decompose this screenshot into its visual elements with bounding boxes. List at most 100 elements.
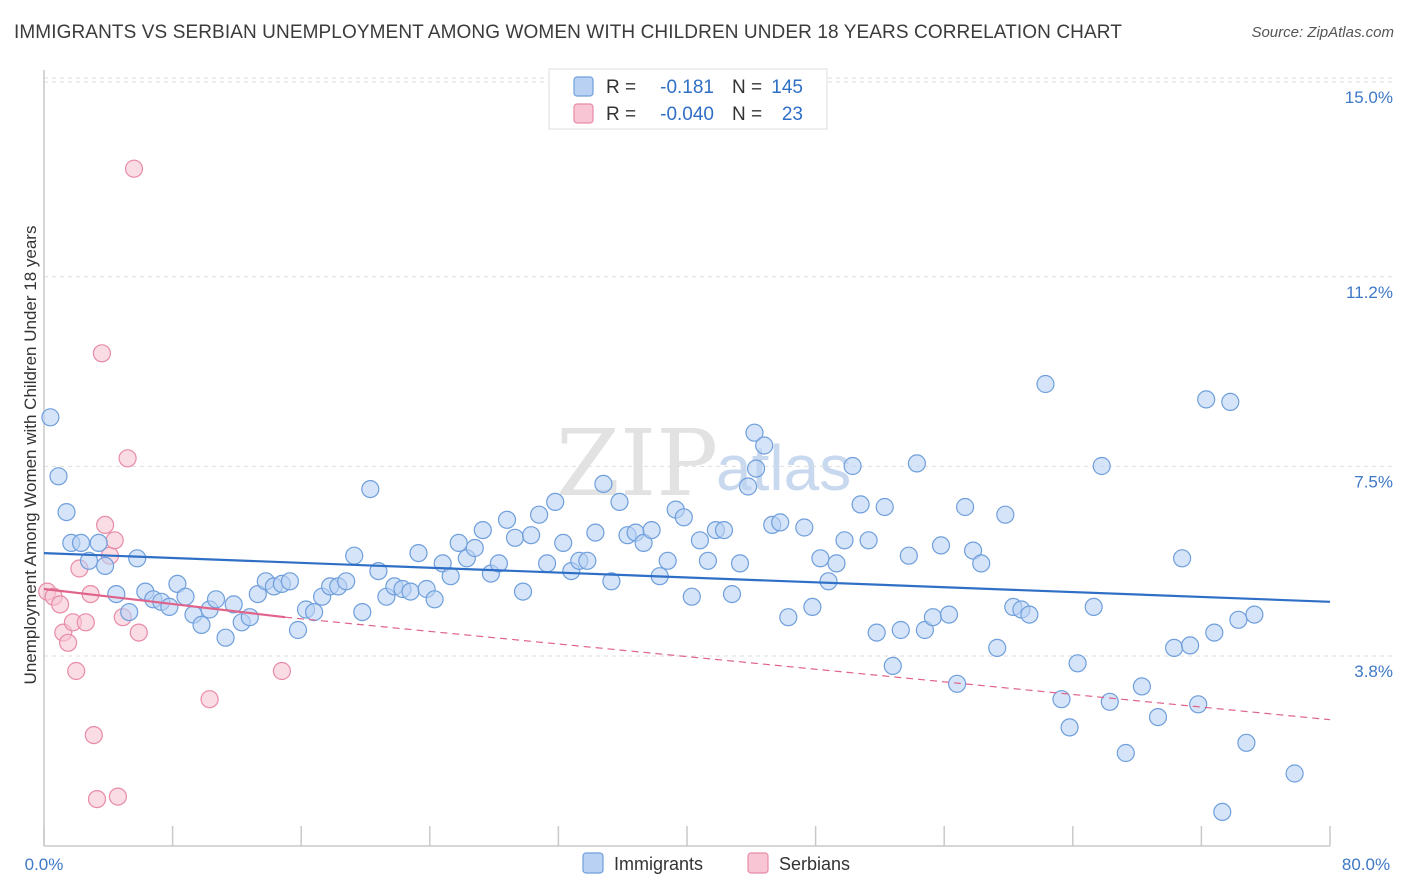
immigrants-point (95, 556, 115, 576)
immigrants-point (610, 492, 629, 511)
immigrants-point (602, 572, 621, 591)
immigrants-point (907, 454, 927, 473)
series-legend: Immigrants Serbians (582, 852, 850, 874)
immigrants-point (441, 567, 460, 586)
serbians-point (95, 515, 115, 535)
y-tick-label: 15.0% (1345, 88, 1393, 107)
serbians-point (50, 595, 70, 614)
immigrants-point (425, 590, 444, 609)
immigrants-point (698, 551, 718, 570)
immigrants-point (931, 536, 951, 555)
immigrants-point (745, 423, 764, 442)
immigrants-point (1020, 605, 1039, 624)
immigrants-point (586, 523, 605, 542)
serbians-point (129, 623, 148, 642)
immigrants-point (835, 531, 854, 550)
immigrants-point (1148, 707, 1168, 727)
immigrants-point (955, 497, 975, 517)
immigrants-point (738, 477, 758, 496)
immigrants-point (176, 587, 195, 606)
immigrants-point (224, 595, 243, 614)
legend-n-value-2: 23 (782, 104, 803, 125)
y-tick-labels: 3.8% 7.5% 11.2% 15.0% (1345, 88, 1393, 681)
immigrants-point (401, 582, 420, 601)
immigrants-point (409, 543, 428, 563)
immigrants-point (1237, 733, 1256, 752)
trend-lines (43, 552, 1331, 721)
immigrants-point (859, 531, 878, 550)
serbians-point (87, 789, 107, 809)
immigrants-point (594, 474, 613, 493)
immigrants-series (41, 374, 1304, 822)
bottom-legend-swatch-serbians (747, 852, 769, 874)
immigrants-point (497, 510, 517, 529)
immigrants-point (690, 531, 710, 550)
immigrants-point (107, 584, 126, 604)
immigrants-point (537, 554, 557, 573)
immigrants-point (1180, 636, 1200, 655)
immigrants-point (843, 456, 862, 476)
immigrants-point (505, 528, 525, 547)
immigrants-point (546, 492, 565, 511)
serbians-trend-line (43, 587, 286, 619)
immigrants-point (674, 508, 693, 527)
immigrants-point (128, 549, 147, 568)
immigrants-point (1197, 390, 1216, 409)
serbians-point (200, 690, 219, 709)
legend-n-label-2: N = (732, 104, 762, 125)
y-axis-label: Unemployment Among Women with Children U… (21, 226, 40, 685)
x-ticks (43, 826, 1331, 846)
immigrants-point (337, 572, 356, 591)
immigrants-point (867, 623, 886, 642)
immigrants-point (771, 513, 790, 532)
serbians-trend-line (285, 616, 1331, 721)
immigrants-point (1084, 597, 1103, 617)
legend-swatch-immigrants (573, 76, 594, 97)
immigrants-point (811, 549, 830, 568)
immigrants-point (120, 602, 139, 622)
immigrants-point (513, 582, 533, 601)
immigrants-point (361, 480, 380, 499)
immigrants-point (1060, 718, 1079, 737)
immigrants-point (827, 554, 846, 573)
immigrants-point (972, 554, 991, 573)
bottom-legend-swatch-immigrants (582, 852, 604, 874)
bottom-legend-immigrants: Immigrants (614, 854, 703, 874)
immigrants-point (1213, 802, 1232, 822)
immigrants-point (714, 520, 734, 540)
immigrants-point (963, 541, 983, 560)
immigrants-point (1052, 690, 1071, 709)
legend-r-label-1: R = (606, 77, 636, 98)
immigrants-point (1092, 456, 1111, 476)
y-tick-label: 3.8% (1354, 662, 1393, 681)
immigrants-point (1164, 638, 1184, 658)
legend-swatch-serbians (573, 103, 594, 124)
immigrants-point (353, 602, 372, 622)
immigrants-point (41, 408, 60, 427)
serbians-point (118, 449, 137, 468)
immigrants-point (988, 638, 1007, 658)
y-tick-label: 7.5% (1354, 472, 1393, 491)
immigrants-point (899, 546, 918, 565)
immigrants-point (1116, 743, 1135, 763)
immigrants-point (947, 674, 967, 693)
immigrants-point (71, 533, 91, 553)
immigrants-point (240, 608, 259, 627)
legend-r-value-2: -0.040 (660, 104, 714, 125)
immigrants-point (1229, 610, 1248, 629)
immigrants-point (803, 597, 822, 617)
serbians-point (105, 531, 124, 550)
immigrants-point (658, 551, 677, 570)
immigrants-point (1245, 605, 1264, 624)
immigrants-point (578, 551, 597, 570)
serbians-point (67, 661, 86, 681)
gridlines (44, 77, 1394, 657)
immigrants-point (89, 533, 108, 553)
immigrants-point (1205, 623, 1224, 642)
immigrants-point (746, 459, 766, 478)
immigrants-point (883, 656, 902, 676)
serbians-point (92, 344, 112, 363)
immigrants-point (465, 538, 484, 558)
x-tick-label-min: 0.0% (25, 855, 64, 874)
immigrants-point (288, 620, 308, 640)
